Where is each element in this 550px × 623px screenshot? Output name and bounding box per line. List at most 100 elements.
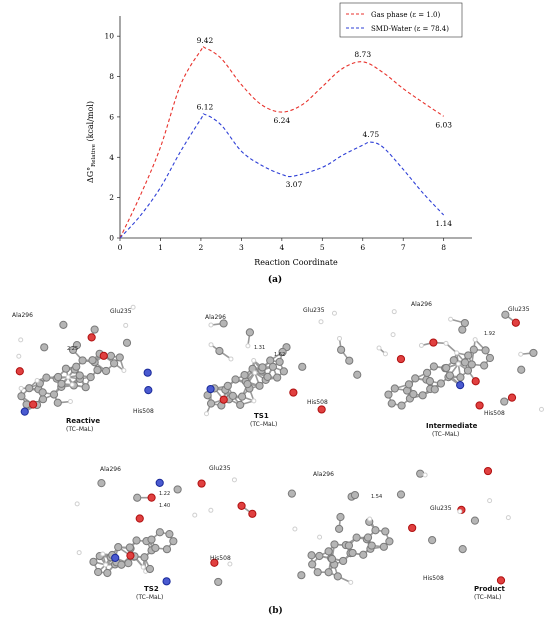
atom [192, 512, 198, 518]
atom [75, 371, 84, 380]
distance-label-2: 1.40 [159, 503, 171, 509]
atom [210, 558, 219, 567]
atom [208, 342, 214, 348]
atom [231, 375, 240, 384]
atom [324, 547, 333, 556]
atom [307, 551, 316, 560]
atom [20, 407, 29, 416]
state-sub-ts2: (TC–MaL) [136, 594, 164, 601]
atom [422, 368, 432, 378]
atom [278, 347, 287, 357]
data-label: 1.14 [435, 219, 452, 228]
atom [469, 345, 478, 354]
atom [93, 365, 102, 375]
atom [335, 524, 344, 533]
residue-label-glu235: Glu235 [430, 505, 452, 512]
atom [458, 545, 467, 554]
atom [443, 340, 449, 346]
atom [382, 351, 388, 357]
state-sub-ts1: (TC–MaL) [250, 421, 278, 428]
atom [29, 400, 38, 409]
atom [379, 542, 388, 551]
atom [336, 512, 345, 522]
atom [287, 489, 296, 498]
state-name-ts2: TS2 [144, 585, 159, 593]
atom [130, 304, 136, 310]
atom [331, 310, 337, 316]
atom [147, 535, 156, 544]
atom [317, 534, 323, 540]
caption-a: (a) [268, 274, 282, 285]
atom [454, 350, 460, 356]
legend-box [339, 2, 463, 38]
atom [396, 354, 406, 364]
atom [359, 550, 368, 559]
y-tick-label: 2 [109, 193, 114, 202]
distance-label-2: 1.62 [274, 352, 286, 358]
atom [500, 397, 509, 406]
atom [367, 516, 373, 522]
atom [38, 388, 47, 397]
atom [223, 381, 232, 391]
atom [49, 390, 59, 399]
state-name-intermediate: Intermediate [426, 422, 478, 430]
atom [442, 363, 451, 373]
atom [40, 343, 49, 352]
residue-label-his508: His508 [423, 575, 444, 582]
atom [273, 373, 282, 382]
atom [350, 490, 360, 500]
legend-label-water: SMD-Water (ε = 78.4) [371, 25, 449, 33]
distance-label-1: 1.31 [254, 345, 266, 351]
atom [243, 380, 252, 389]
atom [390, 332, 396, 338]
atom [481, 346, 490, 355]
x-tick-label: 2 [199, 243, 204, 252]
atom [133, 493, 142, 502]
atom [344, 541, 354, 550]
atom [214, 577, 223, 587]
residue-label-ala296: Ala296 [12, 312, 33, 319]
atom [86, 373, 95, 382]
atom [505, 515, 511, 521]
atom [53, 372, 63, 382]
atom [140, 553, 149, 562]
atom [460, 358, 470, 367]
residue-label-his508: His508 [133, 408, 154, 415]
atom [115, 353, 124, 362]
atom [485, 353, 495, 363]
y-tick-label: 6 [109, 112, 114, 121]
legend-label-gas: Gas phase (ε = 1.0) [371, 11, 441, 19]
atom [228, 356, 234, 362]
atom [529, 348, 538, 358]
atom [99, 351, 108, 360]
atom [245, 343, 251, 349]
atom [69, 382, 75, 388]
atom [228, 391, 237, 401]
atom [114, 543, 123, 552]
atom [376, 345, 382, 351]
atom [496, 576, 506, 585]
state-name-product: Product [474, 585, 505, 593]
state-sub-product: (TC–MaL) [474, 594, 502, 601]
atom [448, 316, 454, 322]
atom [53, 398, 62, 407]
atom [204, 411, 210, 417]
atom [65, 374, 71, 380]
atom [38, 395, 48, 404]
atom [445, 371, 454, 380]
atom [318, 319, 324, 325]
structure-ts1: Ala296 Glu235 His508 1.31 1.62 TS1 (TC–M… [186, 296, 366, 436]
atom [518, 351, 524, 357]
atom [348, 548, 357, 558]
atom [455, 361, 461, 367]
atom [330, 540, 339, 549]
atom [363, 533, 373, 542]
state-sub-intermediate: (TC–MaL) [432, 431, 460, 438]
atom [279, 367, 288, 376]
atom [106, 351, 116, 361]
atom [76, 550, 82, 556]
atom [219, 395, 228, 404]
atom [25, 384, 34, 393]
atom [436, 379, 446, 388]
y-axis-label-main: ΔG° [86, 167, 95, 183]
